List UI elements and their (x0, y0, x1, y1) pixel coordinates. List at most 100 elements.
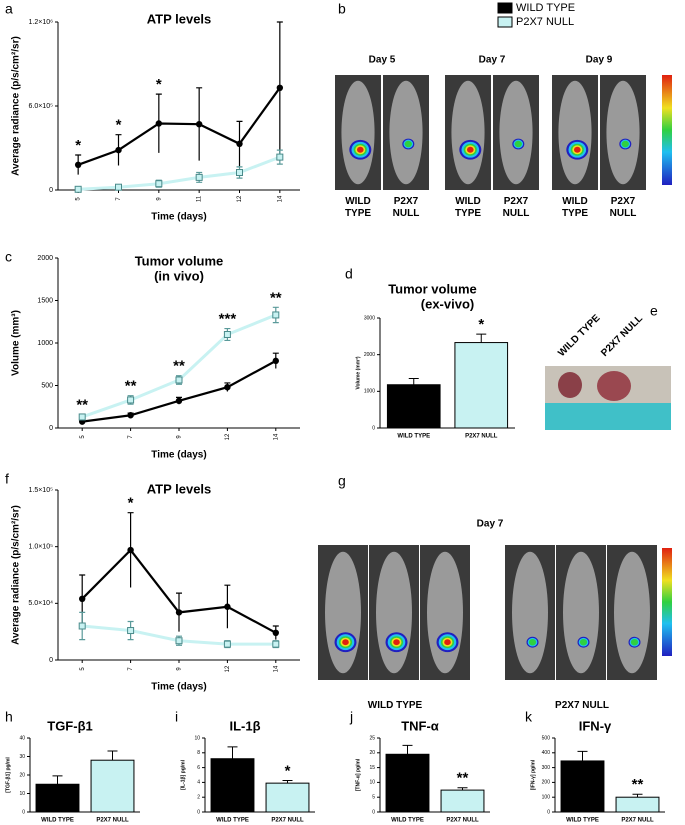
x-tick-label: 12 (237, 195, 243, 202)
bar (560, 760, 605, 813)
x-tick-label: P2X7 NULL (96, 818, 129, 824)
legend-swatch (497, 16, 513, 28)
panel-letter: c (5, 249, 12, 265)
marker (195, 121, 203, 128)
marker (224, 384, 231, 391)
y-tick-label: 6 (197, 765, 200, 771)
y-tick-label: 1.5×10⁵ (28, 487, 53, 494)
x-tick-label: 7 (116, 197, 122, 201)
group-label: WILD TYPE (556, 312, 603, 359)
marker (127, 546, 134, 554)
signal (444, 639, 451, 646)
significance: * (75, 137, 81, 154)
x-tick-label: 14 (277, 195, 283, 202)
marker (115, 146, 122, 154)
y-tick-label: 25 (369, 735, 375, 741)
significance: * (116, 117, 122, 134)
legend-label: P2X7 NULL (516, 16, 574, 28)
x-tick-label: WILD TYPE (391, 818, 424, 824)
error-bar (227, 746, 238, 759)
signal (514, 140, 522, 148)
x-axis-label: Time (days) (151, 682, 206, 693)
marker (223, 331, 231, 338)
color-scale (662, 548, 672, 656)
y-tick-label: 0 (49, 187, 53, 194)
panel-letter: h (5, 709, 13, 725)
marker (272, 311, 280, 319)
y-tick-label: 300 (542, 765, 551, 771)
error-bar (457, 787, 468, 791)
x-tick-label: WILD TYPE (41, 818, 74, 824)
y-tick-label: 30 (19, 754, 25, 760)
y-tick-label: 8 (197, 750, 200, 756)
bar (615, 796, 660, 813)
group-label: P2X7 NULL (502, 196, 530, 219)
significance: * (128, 495, 134, 512)
panel-letter: j (349, 709, 353, 725)
bar (386, 384, 441, 429)
y-tick-label: 100 (542, 795, 551, 801)
x-tick-label: 12 (225, 665, 231, 672)
y-tick-label: 2 (197, 795, 200, 801)
y-tick-label: 10 (19, 791, 25, 797)
mouse (451, 80, 485, 185)
signal (630, 638, 639, 646)
marker (276, 153, 284, 161)
y-axis-label: Average radiance (p/s/cm²/sr) (11, 36, 22, 176)
bar (454, 342, 509, 429)
panel-letter: k (525, 709, 533, 725)
marker (272, 640, 280, 648)
marker (78, 622, 86, 630)
y-tick-label: 0 (22, 809, 25, 815)
significance: ** (457, 770, 469, 787)
error-bar (476, 333, 487, 343)
group-label: P2X7 NULL (392, 196, 420, 219)
panel-letter: g (338, 473, 346, 489)
error-bar (107, 750, 118, 761)
mouse (389, 80, 423, 185)
mouse (341, 80, 375, 185)
y-tick-label: 10 (194, 735, 200, 741)
y-tick-label: 4 (197, 780, 200, 786)
marker (127, 412, 134, 419)
panel-letter: e (650, 303, 658, 319)
group-label: WILD TYPE (344, 196, 372, 219)
marker (272, 357, 279, 365)
y-tick-label: 400 (542, 750, 551, 756)
ruler (545, 403, 671, 430)
marker (155, 120, 163, 127)
chart-subtitle: (ex-vivo) (421, 296, 474, 311)
y-tick-label: 2000 (37, 255, 53, 262)
error-bar (577, 750, 588, 761)
marker (224, 603, 231, 610)
signal (467, 146, 474, 153)
marker (175, 609, 183, 616)
y-axis-label: Volume (mm³) (355, 356, 361, 389)
mouse (614, 551, 650, 674)
day-label: Day 7 (477, 519, 504, 530)
y-tick-label: 3000 (364, 315, 375, 321)
y-tick-label: 0 (372, 809, 375, 815)
error-bar (52, 775, 63, 785)
marker (223, 640, 231, 648)
y-tick-label: 0 (372, 425, 375, 431)
error-bar (632, 793, 643, 798)
y-tick-label: 6.0×10⁵ (28, 103, 53, 110)
tumor (597, 371, 631, 401)
signal (393, 639, 400, 646)
y-tick-label: 5.0×10⁴ (28, 600, 53, 607)
panel-letter: i (175, 709, 178, 725)
mouse (325, 551, 361, 674)
bar (210, 758, 255, 813)
significance: * (285, 763, 291, 780)
mouse (376, 551, 412, 674)
bar (440, 789, 485, 813)
y-tick-label: 500 (542, 735, 551, 741)
y-axis-label: [TNF-α] pg/ml (355, 758, 361, 791)
day-label: Day 7 (479, 55, 506, 66)
error-bar (402, 744, 413, 755)
y-tick-label: 0 (547, 809, 550, 815)
x-tick-label: P2X7 NULL (465, 434, 498, 440)
marker (78, 413, 86, 421)
